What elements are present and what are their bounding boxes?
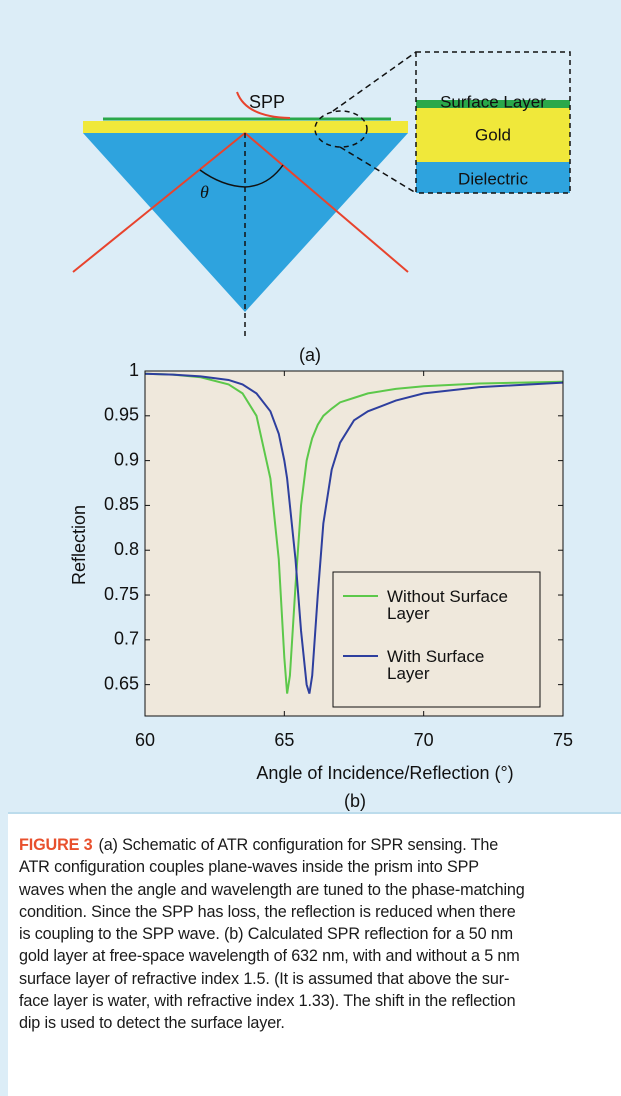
inset-label: Surface Layer — [440, 92, 546, 111]
legend-label: With Surface Layer — [387, 647, 485, 683]
caption-line: waves when the angle and wavelength are … — [19, 880, 525, 899]
figure-label: FIGURE 3 — [19, 836, 93, 854]
caption-line: surface layer of refractive index 1.5. (… — [19, 969, 510, 988]
y-tick-label: 0.75 — [104, 584, 139, 604]
panel-label: (b) — [344, 791, 366, 811]
caption: FIGURE 3 (a) Schematic of ATR configurati… — [8, 812, 621, 1096]
caption-line: is coupling to the SPP wave. (b) Calcula… — [19, 925, 513, 944]
y-tick-label: 0.8 — [114, 539, 139, 559]
y-tick-label: 1 — [129, 360, 139, 380]
series-line — [144, 372, 564, 694]
legend-label: Without Surface Layer — [387, 587, 508, 623]
incident-ray — [72, 132, 246, 273]
inset-gold — [416, 108, 570, 162]
plot-frame — [144, 370, 564, 717]
angle-arc — [199, 169, 246, 188]
caption-line: dip is used to detect the surface layer. — [19, 1014, 285, 1033]
y-tick-label: 0.85 — [104, 494, 139, 514]
angle-label: θ — [200, 182, 209, 202]
figure: SPP θ Surface Layer Gold Dielectric (a) … — [69, 51, 573, 811]
x-tick-label: 75 — [553, 730, 573, 750]
y-axis-label: Reflection — [69, 505, 89, 585]
inset-label: Gold — [475, 125, 511, 144]
caption-line: condition. Since the SPP has loss, the r… — [19, 902, 516, 921]
y-tick-label: 0.9 — [114, 449, 139, 469]
spp-field — [236, 91, 291, 119]
reflected-ray — [244, 132, 409, 273]
x-axis-label: Angle of Incidence/Reflection (°) — [256, 763, 513, 783]
caption-line: face layer is water, with refractive ind… — [19, 992, 516, 1011]
spp-label: SPP — [249, 92, 285, 112]
zoom-ellipse — [314, 110, 368, 148]
caption-line: FIGURE 3 (a) Schematic of ATR configurati… — [19, 834, 621, 856]
x-tick-label: 65 — [274, 730, 294, 750]
caption-line: ATR configuration couples plane-waves in… — [19, 858, 479, 877]
caption-text: (a) Schematic of ATR configuration for S… — [98, 836, 499, 854]
zoom-line — [332, 51, 417, 112]
gold-layer — [83, 121, 408, 133]
caption-line: gold layer at free-space wavelength of 6… — [19, 947, 520, 966]
inset-surface — [416, 100, 570, 108]
y-tick-label: 0.65 — [104, 673, 139, 693]
x-tick-label: 70 — [414, 730, 434, 750]
panel-label: (a) — [299, 345, 321, 365]
zoom-line — [339, 146, 417, 194]
prism — [83, 133, 408, 312]
series-line — [144, 372, 564, 694]
inset-frame — [415, 51, 571, 194]
y-tick-label: 0.7 — [114, 629, 139, 649]
legend-box — [332, 571, 541, 708]
y-tick-label: 0.95 — [104, 405, 139, 425]
inset-dielectric — [416, 162, 570, 193]
angle-arc — [244, 164, 284, 188]
inset-label: Dielectric — [458, 169, 528, 188]
x-tick-label: 60 — [135, 730, 155, 750]
